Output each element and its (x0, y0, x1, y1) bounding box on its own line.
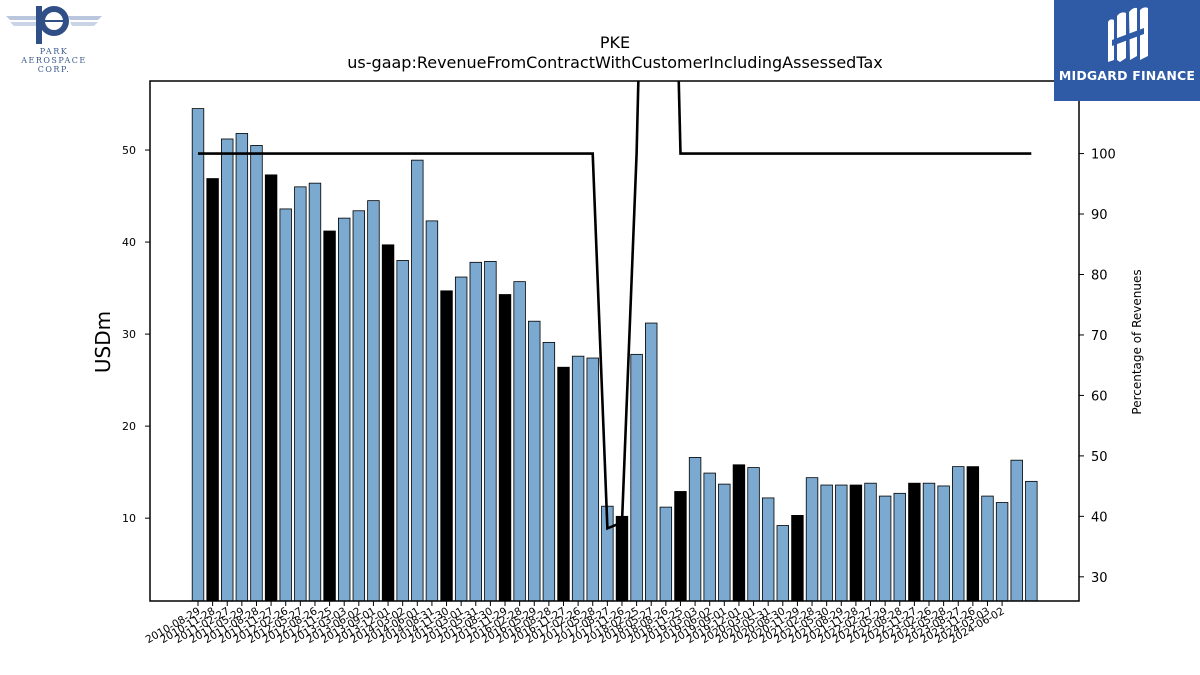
bar (352, 210, 366, 602)
bar (440, 290, 453, 602)
y-axis-label: USDm (91, 311, 115, 373)
y-tick-label: 20 (122, 420, 136, 433)
bar (367, 200, 380, 602)
y-tick-label: 30 (122, 328, 136, 341)
bar (557, 366, 570, 602)
bar (630, 353, 643, 602)
bar (864, 482, 877, 602)
bar (528, 320, 541, 602)
y-tick-label: 40 (122, 236, 136, 249)
bar (966, 466, 980, 602)
bar (221, 138, 234, 602)
bar (454, 276, 468, 602)
park-line1: PARK (40, 47, 68, 56)
bar (922, 482, 936, 602)
bar (571, 355, 585, 602)
bar (1025, 480, 1038, 602)
bar (820, 484, 833, 602)
bar (337, 217, 351, 602)
line-group (198, 81, 1032, 531)
bar (1010, 459, 1023, 602)
bar (264, 174, 278, 602)
bar (645, 322, 658, 602)
bar (995, 502, 1009, 602)
bar (484, 260, 497, 602)
bar (469, 261, 482, 602)
bar (878, 495, 892, 602)
y-tick-label: 10 (122, 512, 136, 525)
bar (981, 495, 994, 602)
y2-tick-label: 70 (1091, 329, 1108, 344)
y2-tick-label: 100 (1091, 148, 1116, 163)
bar (586, 357, 599, 602)
bar (513, 281, 526, 602)
percentage-line (198, 81, 1032, 531)
park-aerospace-logo: PARK AEROSPACE CORP. (6, 6, 102, 74)
y2-tick-label: 90 (1091, 208, 1108, 223)
y2-axis-label: Percentage of Revenues (1130, 269, 1144, 414)
bar (542, 341, 556, 602)
midgard-mark-icon (1108, 7, 1148, 62)
chart-title: PKE (600, 33, 630, 52)
bar (235, 133, 249, 602)
bar (411, 159, 424, 602)
y2-tick-label: 80 (1091, 268, 1108, 283)
plot-frame (149, 80, 1080, 602)
chart-subtitle: us-gaap:RevenueFromContractWithCustomerI… (347, 53, 882, 72)
bar (688, 457, 702, 602)
midgard-name: MIDGARD FINANCE (1058, 68, 1196, 83)
bar (498, 294, 512, 602)
y2-tick-label: 50 (1091, 450, 1108, 465)
bar (952, 466, 965, 602)
bar (323, 230, 336, 602)
bar (893, 492, 906, 602)
bar (937, 485, 950, 602)
park-line2: AEROSPACE (20, 56, 87, 65)
bar (206, 178, 219, 602)
y2-tick-label: 40 (1091, 510, 1108, 525)
bar (659, 506, 673, 602)
bar (718, 483, 731, 602)
bar (747, 467, 760, 602)
bar (732, 464, 746, 602)
bar (279, 208, 292, 602)
axes: 1020304050304050607080901002010-08-29201… (122, 144, 1116, 646)
bar (674, 491, 687, 602)
bar (308, 182, 322, 602)
bar (805, 477, 819, 602)
bar (703, 472, 716, 602)
bar (615, 515, 629, 602)
y-tick-label: 50 (122, 144, 136, 157)
bar (396, 260, 409, 602)
bar (835, 484, 848, 602)
bar (425, 220, 439, 602)
bar (381, 244, 395, 602)
bar (294, 186, 307, 602)
bar (761, 497, 775, 602)
bar (849, 484, 863, 602)
bar (791, 515, 804, 602)
y2-tick-label: 30 (1091, 571, 1108, 586)
midgard-finance-logo: MIDGARD FINANCE (1054, 0, 1200, 101)
bar (776, 525, 790, 602)
bar (191, 108, 205, 602)
bar (908, 482, 921, 602)
park-line3: CORP. (38, 65, 71, 74)
bar-group (191, 108, 1038, 602)
y2-tick-label: 60 (1091, 389, 1108, 404)
bar (250, 145, 263, 602)
